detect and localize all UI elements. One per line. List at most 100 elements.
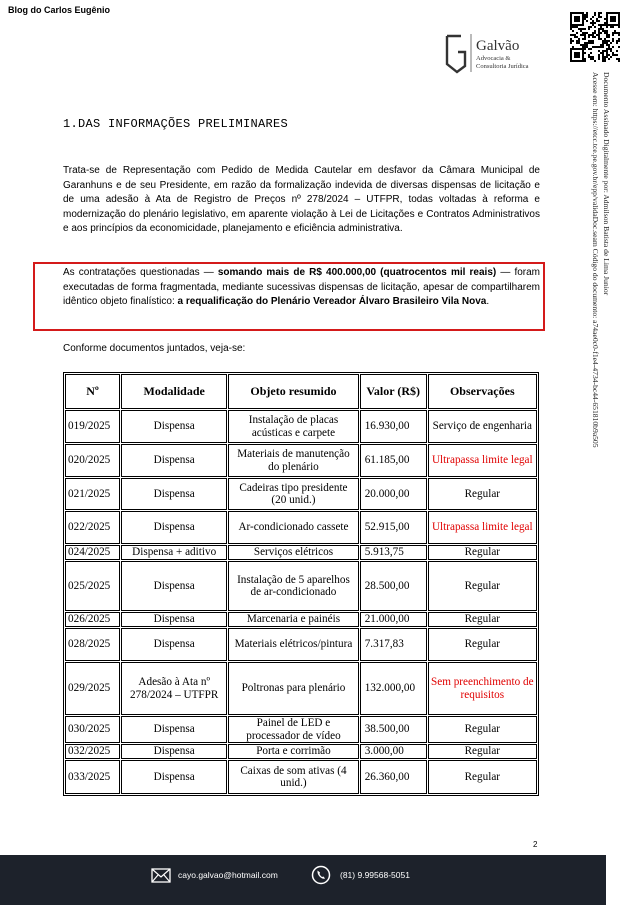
qr-module [594,36,596,38]
qr-module [610,18,612,20]
qr-module [570,56,572,58]
qr-module [574,20,576,22]
email-icon [151,868,171,883]
qr-module [572,46,574,48]
qr-module [578,52,580,54]
qr-module [584,14,586,16]
paragraph: Trata-se de Representação com Pedido de … [63,165,540,235]
qr-module [574,12,576,14]
heading: 1.DAS INFORMAÇÕES PRELIMINARES [63,117,289,131]
qr-module [614,16,616,18]
qr-module [598,16,600,18]
qr-module [612,46,614,48]
qr-module [598,28,600,30]
text-run: a requalificação do Plenário Vereador Ál… [177,296,487,308]
qr-module [580,30,582,32]
qr-module [590,58,592,60]
qr-module [588,42,590,44]
table-cell: Dispensa [121,511,228,544]
qr-module [602,30,604,32]
qr-module [578,42,580,44]
qr-module [592,36,594,38]
qr-module [606,56,608,58]
qr-module [582,28,584,30]
qr-module [606,34,608,36]
qr-module [598,24,600,26]
table-cell: 021/2025 [65,478,121,510]
qr-module [588,40,590,42]
table-cell: 26.360,00 [359,760,427,794]
table: Nº Modalidade Objeto resumido Valor (R$) Obs… [63,372,539,796]
logo-line: Consultoria Jurídica [476,63,529,70]
logo-line: Advocacia & [476,55,510,62]
qr-module [582,52,584,54]
qr-module [610,56,612,58]
table-cell: Ultrapassa limite legal [427,511,537,544]
table-cell: 025/2025 [65,561,121,611]
qr-module [602,46,604,48]
qr-module [586,14,588,16]
qr-module [618,60,620,62]
qr-module [594,32,596,34]
table-cell: 20.000,00 [359,478,427,510]
qr-module [580,60,582,62]
qr-module [608,54,610,56]
qr-module [598,58,600,60]
qr-module [604,18,606,20]
qr-module [598,38,600,40]
qr-module [618,38,620,40]
qr-module [608,36,610,38]
qr-module [574,60,576,62]
qr-module [580,24,582,26]
qr-module [604,38,606,40]
qr-module [576,42,578,44]
qr-module [616,54,618,56]
table-row: 022/2025 Dispensa Ar-condicionado cassete 5… [65,511,537,544]
signature-line: Acesse em: https://etcc.tce.pe.gov.br/ep… [591,72,600,448]
qr-module [614,30,616,32]
qr-module [584,32,586,34]
qr-module [582,44,584,46]
qr-module [576,54,578,56]
table-cell: Dispensa [121,410,228,443]
table-cell: Regular [427,561,537,611]
table-cell: 61.185,00 [359,444,427,477]
qr-module [600,26,602,28]
qr-module [572,48,574,50]
qr-module [618,46,620,48]
qr-module [612,12,614,14]
qr-module [608,44,610,46]
table-row: 021/2025 Dispensa Cadeiras tipo presidente… [65,478,537,510]
phone: (81) 9.99568-5051 [340,870,410,880]
table-cell: Dispensa [121,444,228,477]
qr-module [584,18,586,20]
table-cell: 019/2025 [65,410,121,443]
qr-module [608,24,610,26]
table-cell: Poltronas para plenário [228,662,359,715]
qr-module [584,42,586,44]
qr-module [576,40,578,42]
qr-module [598,12,600,14]
qr-module [604,40,606,42]
table-cell: Regular [427,628,537,661]
header-row: Nº Modalidade Objeto resumido Valor (R$) Obs… [65,374,537,409]
qr-module [578,18,580,20]
qr-module [580,44,582,46]
qr-module [576,48,578,50]
qr-module [576,36,578,38]
qr-module [572,26,574,28]
qr-module [606,54,608,56]
qr-module [576,24,578,26]
qr-module [596,46,598,48]
footer: cayo.galvao@hotmail.com (81) 9.99568-505… [0,855,606,905]
qr-module [570,52,572,54]
qr-module [582,48,584,50]
qr-module [586,32,588,34]
table-cell: Dispensa [121,744,228,759]
qr-module [616,40,618,42]
table-cell: Porta e corrimão [228,744,359,759]
qr-module [598,50,600,52]
table-cell: Materiais elétricos/pintura [228,628,359,661]
qr-module [572,60,574,62]
